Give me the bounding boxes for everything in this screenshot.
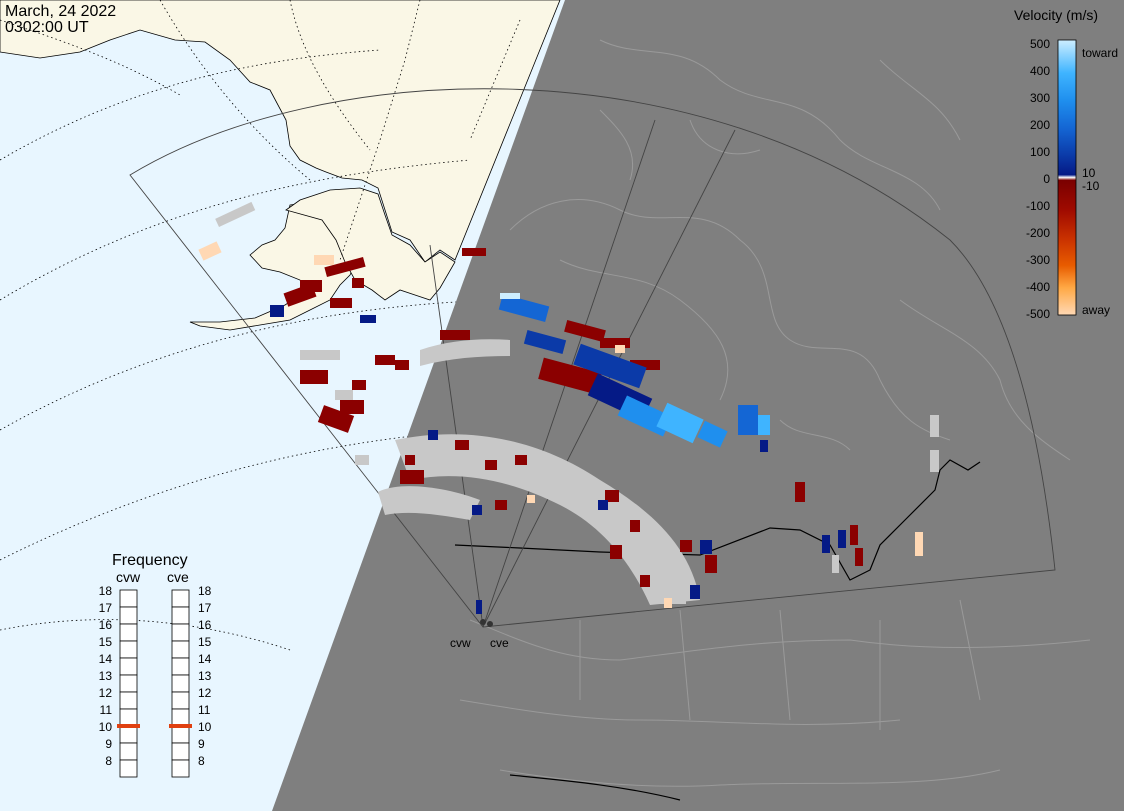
velocity-scale-title: Velocity (m/s): [1014, 7, 1098, 23]
frequency-radar-label-cvw: cvw: [116, 569, 141, 585]
frequency-cell: [119, 725, 138, 744]
date-label: March, 24 2022: [5, 3, 116, 20]
frequency-level-label: 16: [99, 618, 113, 632]
frequency-level-label: 10: [198, 720, 212, 734]
velocity-tick-label: 400: [1030, 64, 1050, 78]
frequency-cell: [119, 742, 138, 761]
alaska-mainland-south: [285, 187, 456, 301]
velocity-tick-label: -200: [1026, 226, 1050, 240]
frequency-marker-cvw: [117, 724, 140, 728]
velocity-tick-label: -400: [1026, 280, 1050, 294]
time-label: 0302:00 UT: [5, 19, 89, 36]
frequency-cell: [171, 691, 190, 710]
frequency-level-label: 10: [99, 720, 113, 734]
frequency-cell: [119, 606, 138, 625]
graticule: [0, 0, 521, 651]
velocity-tick-label: 0: [1043, 172, 1050, 186]
frequency-level-label: 9: [105, 737, 112, 751]
frequency-cell: [171, 589, 190, 608]
velocity-gradient-bar: [1057, 39, 1077, 316]
velocity-tick-label: -100: [1026, 199, 1050, 213]
frequency-marker-cve: [169, 724, 192, 728]
ground-scatter-cells: [215, 201, 939, 605]
frequency-level-label: 13: [198, 669, 212, 683]
velocity-tick-labels: 500 400 300 200 100 0 -100 -200 -300 -400 -500: [1026, 37, 1050, 321]
frequency-level-label: 11: [100, 703, 113, 717]
frequency-panel: Frequency cvw cve 1817161514131211109818…: [99, 552, 212, 778]
frequency-level-label: 11: [198, 703, 211, 717]
toward-velocity-cells: [270, 293, 846, 614]
frequency-level-label: 16: [198, 618, 212, 632]
frequency-cell: [171, 708, 190, 727]
frequency-cell: [119, 674, 138, 693]
frequency-cell: [171, 725, 190, 744]
velocity-tick-label: 100: [1030, 145, 1050, 159]
frequency-cell: [171, 640, 190, 659]
frequency-cell: [119, 759, 138, 778]
velocity-minus-label: -10: [1082, 179, 1100, 193]
frequency-cell: [171, 657, 190, 676]
velocity-plus-label: 10: [1082, 166, 1096, 180]
frequency-cell: [119, 589, 138, 608]
far-away-velocity-cells: [198, 241, 923, 608]
frequency-cell: [119, 708, 138, 727]
frequency-level-label: 18: [198, 584, 212, 598]
velocity-tick-label: -500: [1026, 307, 1050, 321]
radar-site-markers: cvw cve: [450, 619, 509, 650]
away-velocity-cells: [283, 248, 863, 587]
radar-site-cvw: [480, 619, 486, 625]
velocity-away-label: away: [1082, 303, 1110, 317]
frequency-cell: [171, 742, 190, 761]
velocity-tick-label: 200: [1030, 118, 1050, 132]
frequency-level-label: 9: [198, 737, 205, 751]
frequency-level-label: 17: [99, 601, 113, 615]
frequency-level-label: 14: [198, 652, 212, 666]
frequency-level-label: 18: [99, 584, 113, 598]
frequency-cell: [119, 691, 138, 710]
alaska-land: [0, 0, 561, 263]
radar-site-cve: [487, 621, 493, 627]
frequency-level-label: 14: [99, 652, 113, 666]
frequency-cell: [171, 759, 190, 778]
nightside-coastlines: [459, 39, 1091, 787]
velocity-tick-label: -300: [1026, 253, 1050, 267]
frequency-level-label: 8: [198, 754, 205, 768]
velocity-colorbar: Velocity (m/s) 500 400 300 200 100 0 -100 -200 -…: [1014, 7, 1118, 321]
velocity-tick-label: 500: [1030, 37, 1050, 51]
frequency-cell: [119, 623, 138, 642]
frequency-cell: [171, 674, 190, 693]
frequency-level-label: 13: [99, 669, 113, 683]
frequency-columns: 18 17 16 15 14 13 12 11 10 9 8 18 17 16 15 14 13 12 11 10 9 8: [99, 584, 212, 778]
frequency-level-label: 8: [105, 754, 112, 768]
frequency-level-label: 15: [99, 635, 113, 649]
frequency-cell: [119, 640, 138, 659]
radar-site-label-cve: cve: [490, 636, 509, 650]
frequency-cell: [119, 657, 138, 676]
frequency-level-label: 12: [99, 686, 113, 700]
frequency-level-label: 17: [198, 601, 212, 615]
frequency-cell: [171, 623, 190, 642]
frequency-radar-label-cve: cve: [167, 569, 189, 585]
radar-site-label-cvw: cvw: [450, 636, 471, 650]
frequency-level-label: 12: [198, 686, 212, 700]
velocity-tick-label: 300: [1030, 91, 1050, 105]
velocity-toward-label: toward: [1082, 46, 1118, 60]
frequency-cell: [171, 606, 190, 625]
frequency-title: Frequency: [112, 552, 188, 569]
frequency-level-label: 15: [198, 635, 212, 649]
nightside-region: [272, 0, 1124, 811]
